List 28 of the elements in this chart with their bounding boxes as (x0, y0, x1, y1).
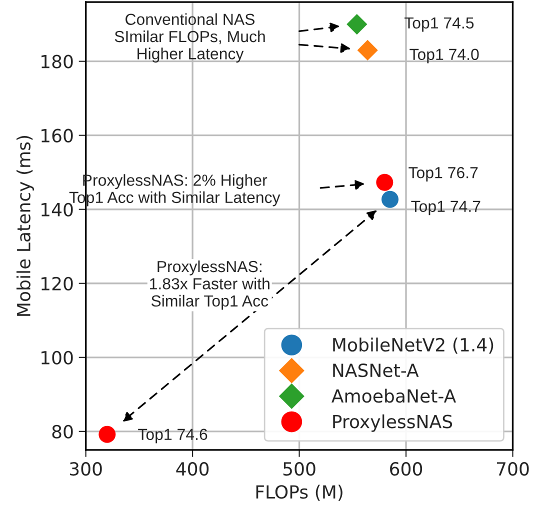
point (382, 190, 399, 208)
point (357, 40, 378, 61)
x-tick-label: 500 (283, 462, 316, 476)
annotation: ProxylessNAS: 1.83x Faster with Similar Top1 Acc (150, 260, 270, 310)
point (376, 174, 394, 191)
point (346, 14, 368, 35)
annotation: Top1 74.6 (138, 428, 208, 444)
legend-label: AmoebaNet-A (332, 388, 456, 403)
y-tick-label: 120 (42, 276, 73, 290)
x-axis-title: FLOPs (M) (256, 484, 342, 501)
y-tick-label: 180 (42, 54, 73, 68)
y-tick-label: 100 (42, 350, 73, 365)
legend-label: NASNet-A (333, 364, 419, 378)
x-tick-label: 600 (390, 462, 422, 476)
annotation: Top1 74.5 (404, 17, 474, 32)
y-axis-title: Mobile Latency (ms) (16, 136, 34, 316)
x-tick-label: 700 (496, 462, 529, 476)
y-tick-label: 80 (52, 424, 73, 439)
annotation: Conventional NAS SImilar FLOPs, Much Higher Latency (114, 13, 265, 63)
x-tick-label: 400 (176, 462, 209, 476)
point (98, 426, 116, 443)
legend-label: ProxylessNAS (333, 414, 452, 432)
annotation: Top1 74.7 (411, 200, 480, 216)
legend-label: MobileNetV2 (1.4) (333, 338, 494, 354)
annotation: Top1 74.0 (410, 48, 479, 64)
annotation: Top1 76.7 (408, 166, 478, 182)
x-tick-label: 300 (70, 462, 102, 476)
y-tick-label: 160 (42, 128, 73, 142)
